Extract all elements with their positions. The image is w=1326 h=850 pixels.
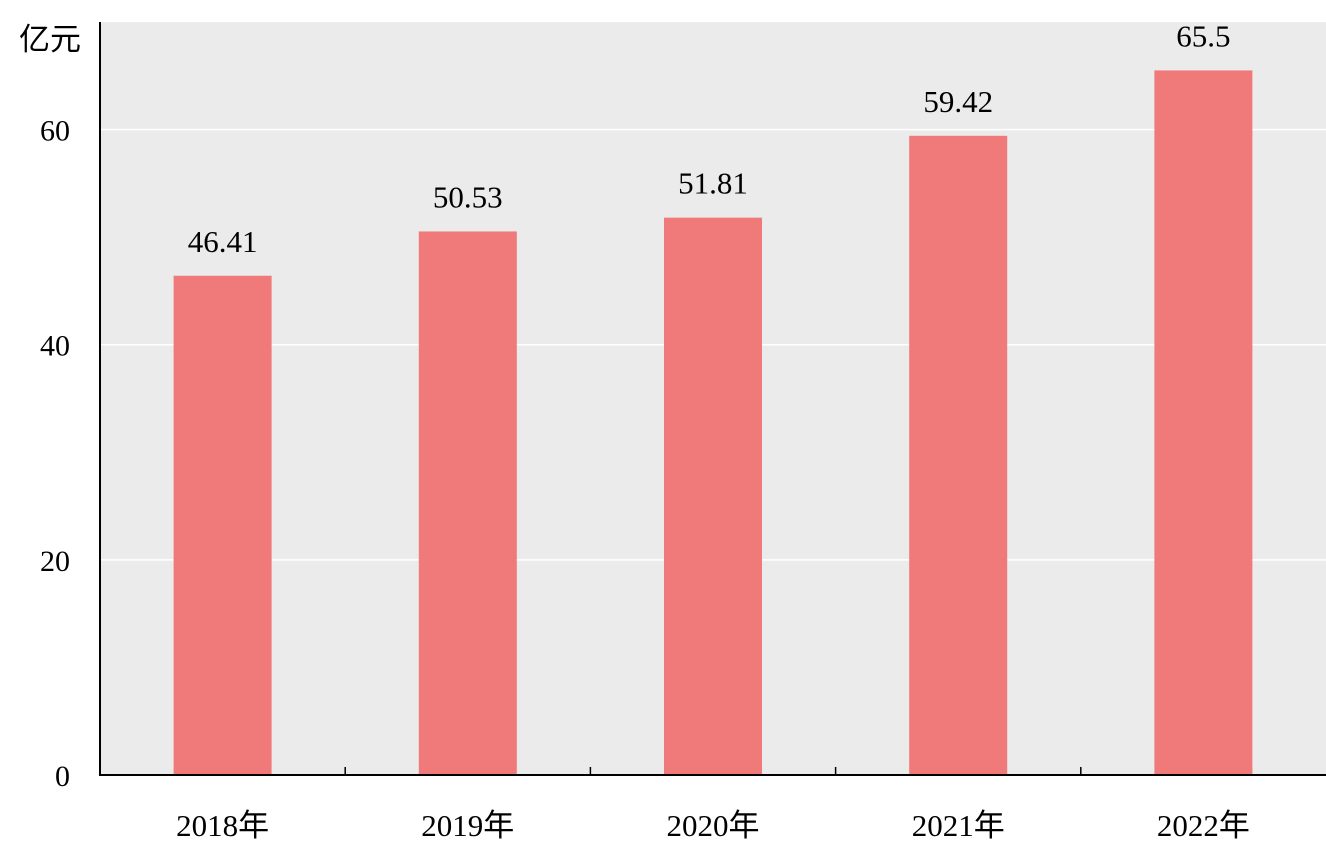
bar [418, 231, 517, 775]
bar [664, 217, 762, 775]
x-tick-label: 2020年 [667, 808, 760, 843]
bar [1154, 70, 1253, 775]
bars [173, 70, 1253, 776]
y-tick-label: 60 [40, 115, 70, 148]
bar [909, 135, 1008, 776]
x-tick-label: 2019年 [421, 808, 514, 843]
data-label: 65.5 [1176, 18, 1230, 53]
data-label: 50.53 [433, 179, 503, 214]
data-label: 46.41 [188, 224, 258, 259]
axes [99, 22, 1326, 776]
y-axis-unit-label: 亿元 [19, 22, 81, 58]
y-tick-label: 40 [40, 330, 70, 363]
data-label: 59.42 [923, 84, 993, 119]
x-tick-label: 2022年 [1157, 808, 1250, 843]
y-tick-label: 20 [40, 545, 70, 578]
bar [173, 275, 272, 775]
x-tick-label: 2021年 [912, 808, 1005, 843]
data-label: 51.81 [678, 166, 748, 201]
y-tick-label: 0 [55, 760, 70, 793]
labels: 0 20 40 60 46.41 2018年 50.53 2019年 51.81 2020年 59.… [40, 18, 1250, 843]
x-tick-label: 2018年 [176, 808, 269, 843]
